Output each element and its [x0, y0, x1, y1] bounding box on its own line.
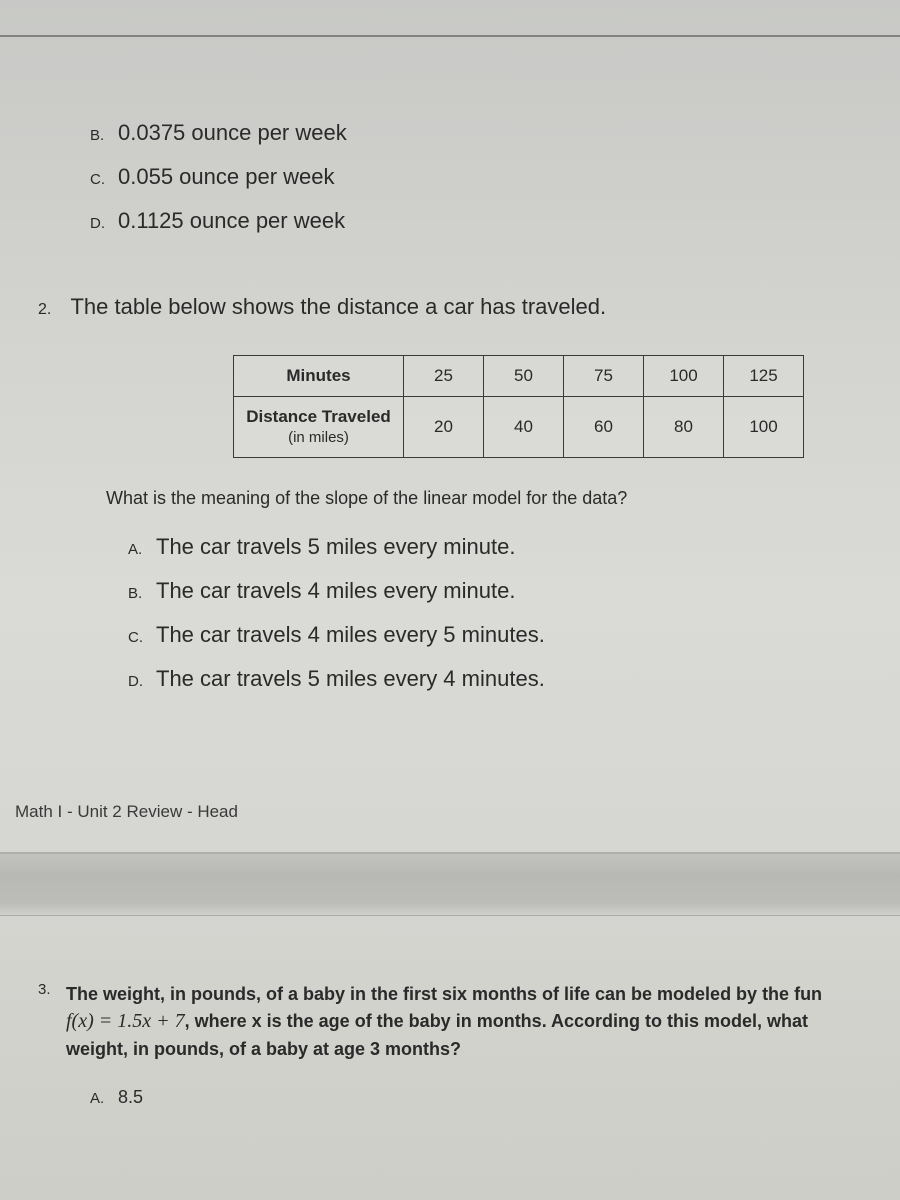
choice-letter: A.: [128, 541, 156, 558]
choice-letter: C.: [90, 171, 118, 188]
table-cell: 60: [564, 397, 644, 458]
choice-row: C. The car travels 4 miles every 5 minut…: [128, 622, 900, 648]
choice-row: A. The car travels 5 miles every minute.: [128, 534, 900, 560]
choice-text: The car travels 4 miles every 5 minutes.: [156, 622, 545, 648]
question-prompt: The table below shows the distance a car…: [70, 294, 606, 319]
page-gap: [0, 854, 900, 916]
question-3-choices: A. 8.5: [90, 1087, 900, 1108]
table-cell: 25: [404, 356, 484, 397]
choice-row: B. 0.0375 ounce per week: [90, 120, 900, 146]
table-cell: 20: [404, 397, 484, 458]
choice-letter: A.: [90, 1090, 118, 1107]
q3-formula: f(x) = 1.5x + 7: [66, 1010, 185, 1032]
table-row: Distance Traveled (in miles) 20 40 60 80…: [234, 397, 804, 458]
question-text: The weight, in pounds, of a baby in the …: [66, 981, 900, 1062]
table-cell: 100: [644, 356, 724, 397]
table-row: Minutes 25 50 75 100 125: [234, 356, 804, 397]
choice-text: The car travels 4 miles every minute.: [156, 578, 515, 604]
question-2-choices: A. The car travels 5 miles every minute.…: [128, 534, 900, 692]
row-header-line2: (in miles): [288, 429, 349, 446]
question-3: 3. The weight, in pounds, of a baby in t…: [38, 981, 900, 1062]
choice-text: 0.1125 ounce per week: [118, 208, 345, 234]
choice-letter: D.: [90, 215, 118, 232]
choice-row: D. 0.1125 ounce per week: [90, 208, 900, 234]
choice-row: A. 8.5: [90, 1087, 900, 1108]
question-number: 2.: [38, 301, 66, 319]
table-cell: 75: [564, 356, 644, 397]
table-cell: 100: [724, 397, 804, 458]
top-horizontal-rule: [0, 35, 900, 37]
choice-text: 0.0375 ounce per week: [118, 120, 347, 146]
worksheet-page: B. 0.0375 ounce per week C. 0.055 ounce …: [0, 0, 900, 1126]
q3-text-part2: , where x is the age of the baby in mont…: [185, 1011, 808, 1031]
choice-text: 8.5: [118, 1087, 143, 1108]
sub-question: What is the meaning of the slope of the …: [106, 488, 900, 509]
question-number: 3.: [38, 981, 66, 1062]
table-cell: 80: [644, 397, 724, 458]
q3-text-part3: weight, in pounds, of a baby at age 3 mo…: [66, 1039, 461, 1059]
q3-text-part1: The weight, in pounds, of a baby in the …: [66, 984, 822, 1004]
choice-letter: B.: [90, 127, 118, 144]
choice-text: 0.055 ounce per week: [118, 164, 335, 190]
choice-letter: D.: [128, 673, 156, 690]
question-1-choices: B. 0.0375 ounce per week C. 0.055 ounce …: [90, 120, 900, 234]
choice-letter: B.: [128, 585, 156, 602]
table-cell: 40: [484, 397, 564, 458]
distance-table: Minutes 25 50 75 100 125 Distance Travel…: [233, 355, 804, 458]
question-2: 2. The table below shows the distance a …: [38, 294, 900, 692]
page-footer: Math I - Unit 2 Review - Head: [15, 802, 900, 822]
table-cell: 50: [484, 356, 564, 397]
page-divider: [0, 852, 900, 854]
table-cell: 125: [724, 356, 804, 397]
choice-text: The car travels 5 miles every 4 minutes.: [156, 666, 545, 692]
choice-text: The car travels 5 miles every minute.: [156, 534, 515, 560]
choice-row: D. The car travels 5 miles every 4 minut…: [128, 666, 900, 692]
choice-row: B. The car travels 4 miles every minute.: [128, 578, 900, 604]
row-header-line1: Distance Traveled: [246, 407, 391, 426]
row-header: Distance Traveled (in miles): [234, 397, 404, 458]
choice-row: C. 0.055 ounce per week: [90, 164, 900, 190]
choice-letter: C.: [128, 629, 156, 646]
row-header: Minutes: [234, 356, 404, 397]
